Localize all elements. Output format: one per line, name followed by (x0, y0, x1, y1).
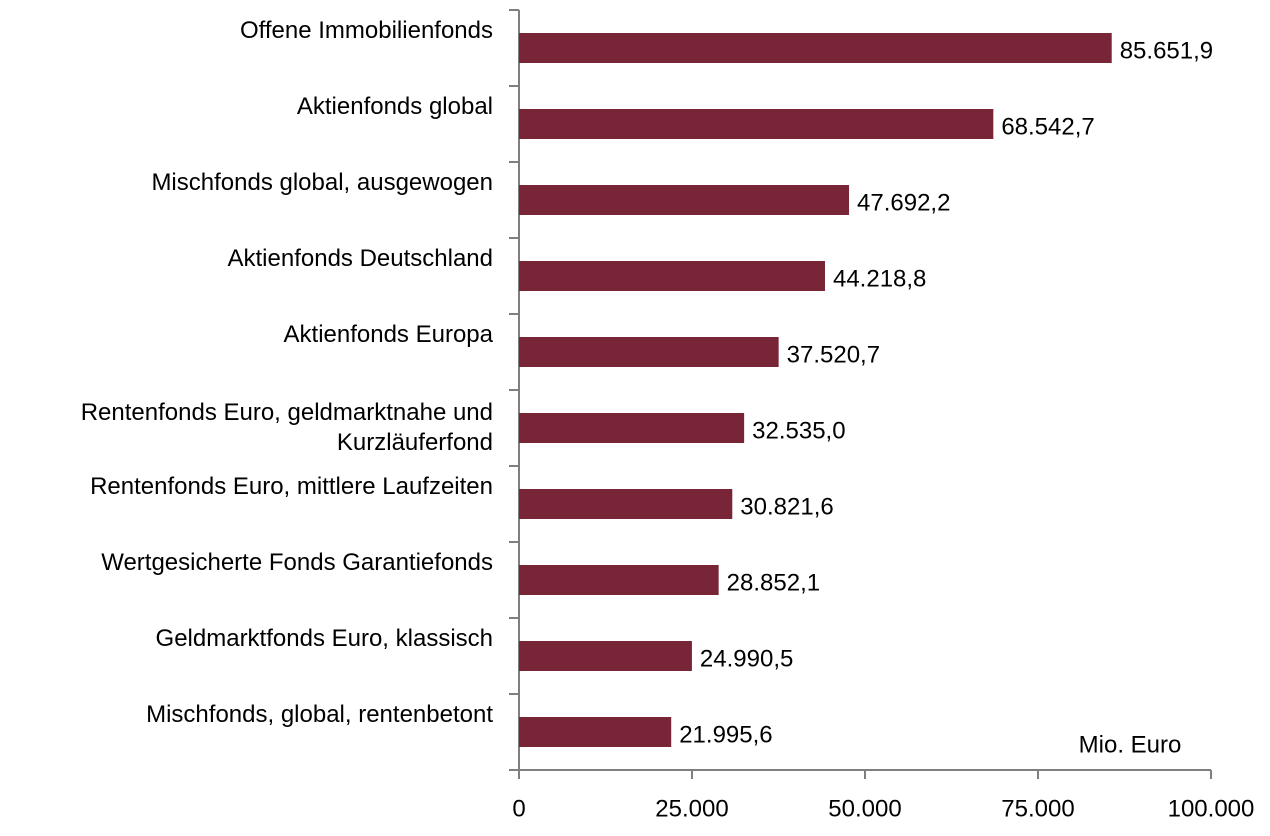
x-tick-label: 0 (512, 795, 525, 822)
category-label: Offene Immobilienfonds (239, 17, 493, 44)
value-label: 28.852,1 (727, 569, 820, 596)
bar (519, 565, 719, 595)
bar (519, 261, 825, 291)
category-label: Aktienfonds Deutschland (227, 245, 494, 272)
x-tick-label: 75.000 (1001, 795, 1074, 822)
category-label: Rentenfonds Euro, geldmarktnahe und Kurz… (80, 399, 493, 456)
category-label: Geldmarktfonds Euro, klassisch (155, 625, 493, 652)
bar (519, 185, 850, 215)
value-label: 44.218,8 (833, 265, 926, 292)
bar (519, 717, 672, 747)
bar (519, 109, 994, 139)
value-label: 47.692,2 (857, 189, 950, 216)
category-label: Rentenfonds Euro, mittlere Laufzeiten (90, 473, 493, 500)
x-tick-label: 25.000 (655, 795, 728, 822)
category-label: Aktienfonds global (296, 93, 493, 120)
bar (519, 413, 745, 443)
category-label: Wertgesicherte Fonds Garantiefonds (101, 549, 493, 576)
bar (519, 641, 692, 671)
value-label: 68.542,7 (1001, 113, 1094, 140)
x-tick-label: 100.000 (1168, 795, 1255, 822)
category-label: Aktienfonds Europa (283, 321, 493, 348)
category-label: Mischfonds global, ausgewogen (151, 169, 493, 196)
value-label: 21.995,6 (679, 721, 772, 748)
value-label: 32.535,0 (752, 417, 845, 444)
x-tick-label: 50.000 (828, 795, 901, 822)
bar (519, 489, 733, 519)
value-label: 37.520,7 (787, 341, 880, 368)
value-label: 24.990,5 (700, 645, 793, 672)
bar (519, 337, 779, 367)
value-label: 30.821,6 (740, 493, 833, 520)
unit-annotation: Mio. Euro (1079, 731, 1182, 758)
category-label: Mischfonds, global, rentenbetont (146, 701, 493, 728)
value-label: 85.651,9 (1120, 37, 1213, 64)
bar (519, 33, 1112, 63)
